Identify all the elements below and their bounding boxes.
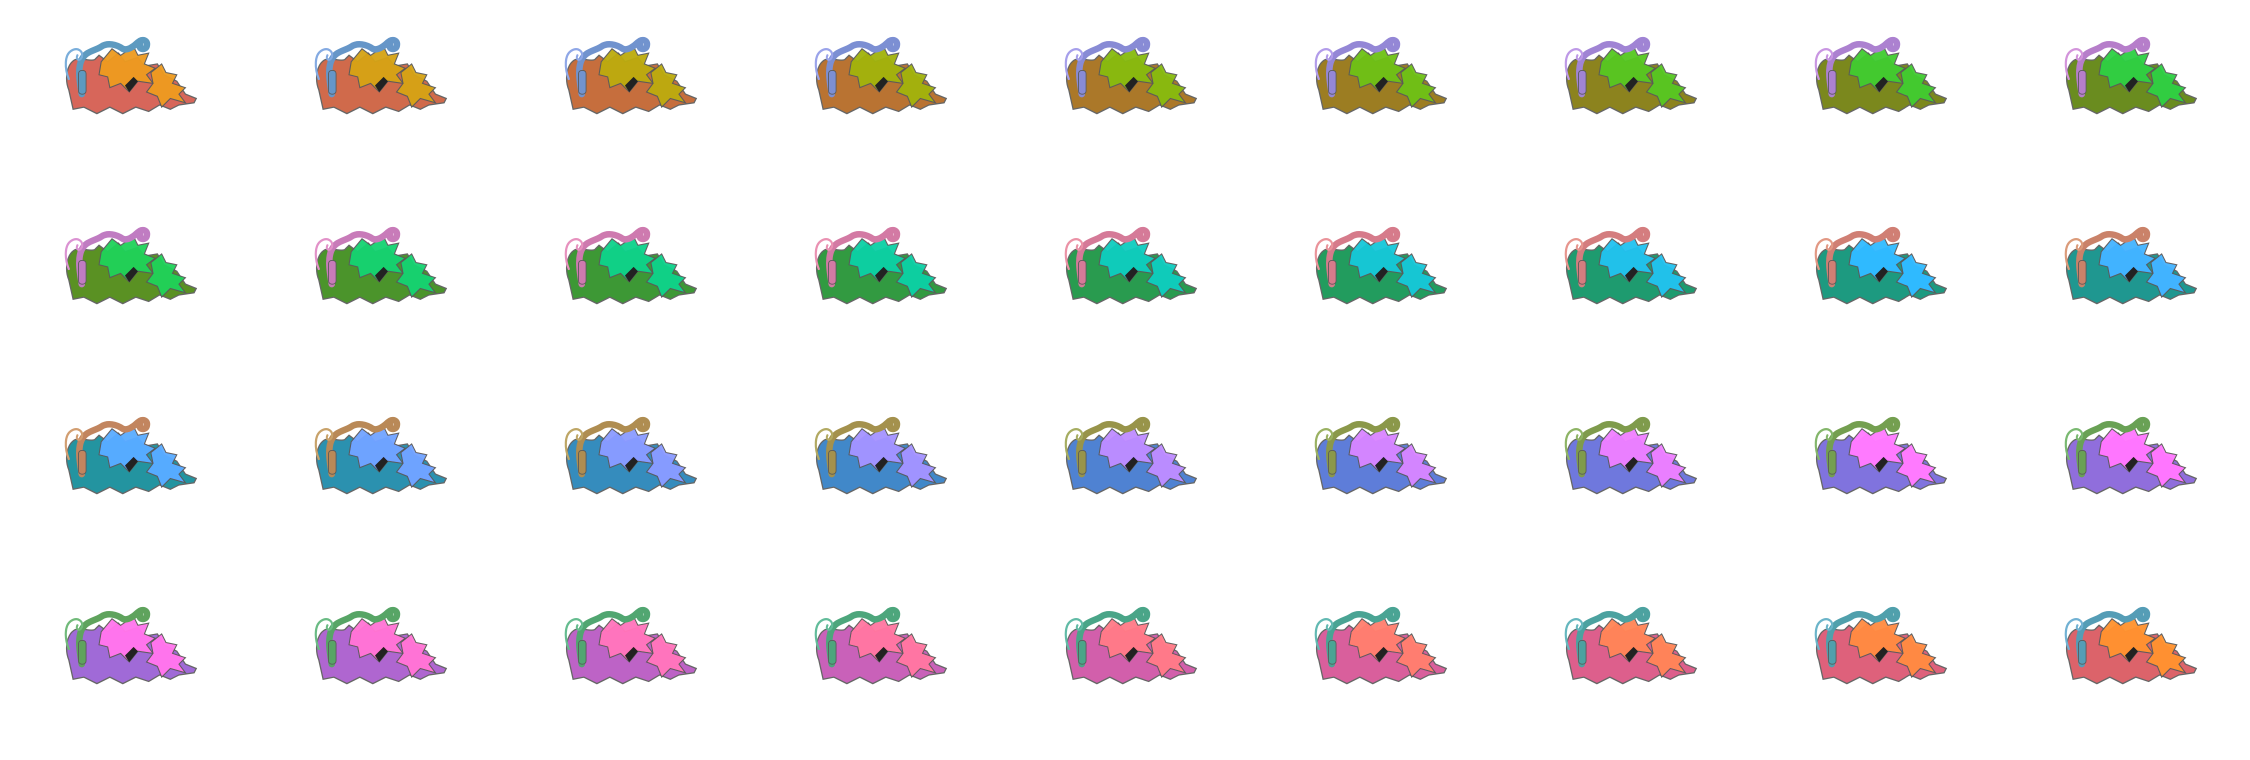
sprite-frame-1: [66, 40, 196, 114]
creature-sprite: [816, 40, 946, 114]
creature-sprite: [566, 40, 696, 114]
creature-sprite: [1066, 610, 1196, 684]
sprite-frame-23: [1066, 420, 1196, 494]
creature-sprite: [1566, 40, 1696, 114]
sprite-frame-2: [316, 40, 446, 114]
creature-sprite: [566, 230, 696, 304]
sprite-frame-10: [66, 230, 196, 304]
creature-sprite: [1816, 230, 1946, 304]
sprite-frame-15: [1316, 230, 1446, 304]
sprite-frame-6: [1316, 40, 1446, 114]
creature-sprite: [66, 230, 196, 304]
creature-sprite: [316, 40, 446, 114]
sprite-frame-9: [2066, 40, 2196, 114]
sprite-frame-32: [1066, 610, 1196, 684]
sprite-frame-14: [1066, 230, 1196, 304]
sprite-frame-30: [566, 610, 696, 684]
creature-sprite: [1566, 230, 1696, 304]
sprite-frame-22: [816, 420, 946, 494]
sprite-frame-3: [566, 40, 696, 114]
sprite-frame-35: [1816, 610, 1946, 684]
sprite-frame-33: [1316, 610, 1446, 684]
creature-sprite: [1316, 610, 1446, 684]
creature-sprite: [2066, 610, 2196, 684]
creature-sprite: [316, 610, 446, 684]
sprite-frame-34: [1566, 610, 1696, 684]
sprite-frame-13: [816, 230, 946, 304]
sprite-frame-24: [1316, 420, 1446, 494]
creature-sprite: [1566, 610, 1696, 684]
creature-sprite: [1316, 230, 1446, 304]
creature-sprite: [1816, 610, 1946, 684]
sprite-frame-26: [1816, 420, 1946, 494]
creature-sprite: [1316, 40, 1446, 114]
creature-sprite: [66, 420, 196, 494]
sprite-frame-31: [816, 610, 946, 684]
creature-sprite: [1066, 420, 1196, 494]
sprite-frame-27: [2066, 420, 2196, 494]
sprite-frame-11: [316, 230, 446, 304]
sprite-frame-28: [66, 610, 196, 684]
creature-sprite: [566, 420, 696, 494]
sprite-frame-17: [1816, 230, 1946, 304]
sprite-frame-5: [1066, 40, 1196, 114]
sprite-frame-8: [1816, 40, 1946, 114]
creature-sprite: [316, 420, 446, 494]
sprite-frame-7: [1566, 40, 1696, 114]
creature-sprite: [816, 230, 946, 304]
creature-sprite: [66, 40, 196, 114]
creature-sprite: [1066, 40, 1196, 114]
creature-sprite: [2066, 230, 2196, 304]
creature-sprite: [1816, 40, 1946, 114]
creature-sprite: [1316, 420, 1446, 494]
sprite-frame-29: [316, 610, 446, 684]
creature-sprite: [66, 610, 196, 684]
sprite-frame-36: [2066, 610, 2196, 684]
sprite-frame-12: [566, 230, 696, 304]
sprite-frame-19: [66, 420, 196, 494]
sprite-frame-20: [316, 420, 446, 494]
creature-sprite: [1066, 230, 1196, 304]
creature-sprite: [816, 610, 946, 684]
creature-sprite: [1566, 420, 1696, 494]
creature-sprite: [566, 610, 696, 684]
creature-sprite: [2066, 420, 2196, 494]
sprite-frame-21: [566, 420, 696, 494]
sprite-frame-16: [1566, 230, 1696, 304]
creature-sprite: [1816, 420, 1946, 494]
sprite-frame-4: [816, 40, 946, 114]
creature-sprite: [2066, 40, 2196, 114]
sprite-frame-18: [2066, 230, 2196, 304]
creature-sprite: [316, 230, 446, 304]
sprite-frame-25: [1566, 420, 1696, 494]
creature-sprite: [816, 420, 946, 494]
